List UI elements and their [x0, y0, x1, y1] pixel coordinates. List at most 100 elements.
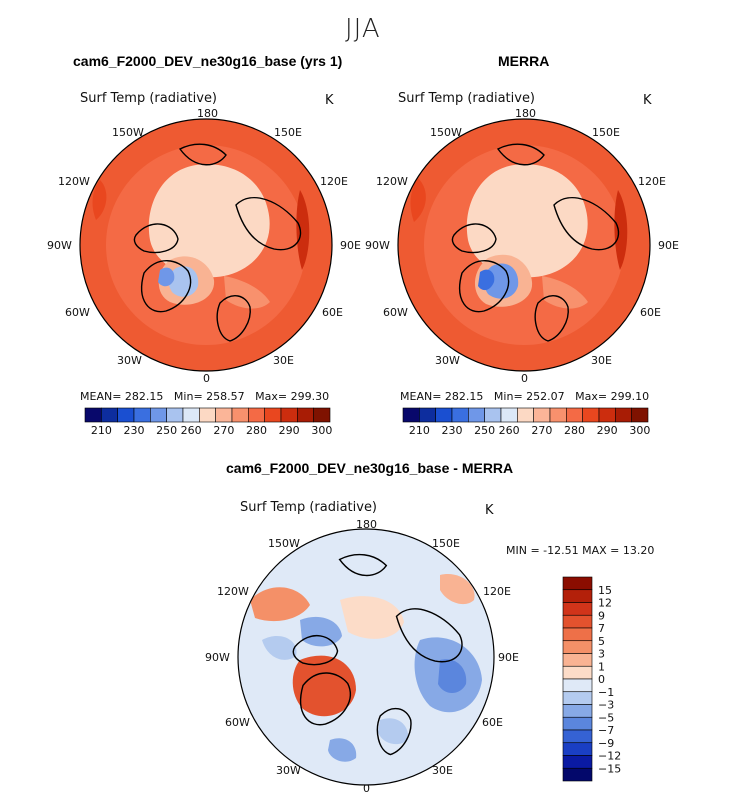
right-colorbar-swatch	[631, 407, 649, 423]
diff-lon-150w: 150W	[268, 537, 300, 550]
right-colorbar-tick-label: 250	[474, 424, 495, 437]
diff-colorbar-tick-label: 5	[598, 635, 605, 648]
diff-map-border	[237, 528, 495, 786]
right-lon-90w: 90W	[365, 239, 390, 252]
left-max-label: Max=	[255, 390, 288, 403]
left-mean-label: MEAN=	[80, 390, 122, 403]
diff-lon-0: 0	[363, 782, 370, 795]
left-stats: MEAN= 282.15 Min= 258.57 Max= 299.30	[80, 390, 329, 403]
diff-colorbar-tick-label: 15	[598, 584, 612, 597]
diff-colorbar-swatch	[562, 576, 593, 591]
left-colorbar-swatch	[166, 407, 184, 423]
left-colorbar-swatch	[297, 407, 314, 423]
right-colorbar-swatch	[517, 407, 534, 423]
left-colorbar-tick-label: 230	[124, 424, 145, 437]
left-map	[79, 118, 333, 372]
left-colorbar-tick-label: 260	[181, 424, 202, 437]
right-lon-30e: 30E	[591, 354, 612, 367]
diff-colorbar-tick-label: 12	[598, 597, 612, 610]
right-colorbar-swatch	[549, 407, 567, 423]
right-colorbar-tick-label: 260	[499, 424, 520, 437]
right-lon-120w: 120W	[376, 175, 408, 188]
left-panel-header: cam6_F2000_DEV_ne30g16_base (yrs 1)	[73, 53, 343, 69]
right-min-value: 252.07	[526, 390, 565, 403]
diff-colorbar-swatch	[562, 729, 593, 744]
right-max-value: 299.10	[610, 390, 650, 403]
right-colorbar-swatch	[566, 407, 583, 423]
diff-colorbar-swatch	[562, 716, 593, 731]
left-map-border	[79, 118, 333, 372]
diff-lon-120w: 120W	[217, 585, 249, 598]
left-map-fill	[92, 145, 310, 345]
left-colorbar-swatch	[248, 407, 265, 423]
right-colorbar-swatch	[582, 407, 600, 423]
diff-colorbar-tick-label: 7	[598, 622, 605, 635]
left-lon-60e: 60E	[322, 306, 343, 319]
season-title: JJA	[345, 14, 381, 44]
right-stats: MEAN= 282.15 Min= 252.07 Max= 299.10	[400, 390, 649, 403]
diff-colorbar-swatch	[562, 589, 593, 603]
left-lon-90w: 90W	[47, 239, 72, 252]
left-colorbar-swatch	[313, 407, 331, 423]
diff-colorbar-tick-label: −5	[598, 711, 614, 724]
diff-colorbar-tick-label: −7	[598, 724, 614, 737]
right-mean-value: 282.15	[444, 390, 484, 403]
right-colorbar-tick-label: 290	[597, 424, 618, 437]
right-colorbar-swatch	[484, 407, 502, 423]
right-lon-0: 0	[521, 372, 528, 385]
left-lon-150w: 150W	[112, 126, 144, 139]
diff-colorbar-swatch	[562, 767, 593, 782]
diff-colorbar-swatch	[562, 614, 593, 629]
right-colorbar-tick-label: 270	[531, 424, 552, 437]
right-colorbar-tick-label: 300	[629, 424, 650, 437]
left-mean-value: 282.15	[124, 390, 164, 403]
left-lon-30e: 30E	[273, 354, 294, 367]
right-units-label: K	[643, 93, 652, 108]
diff-colorbar-swatch	[562, 653, 593, 667]
left-colorbar-swatch	[215, 407, 233, 423]
right-lon-150e: 150E	[592, 126, 620, 139]
diff-colorbar-tick-label: −12	[598, 750, 621, 763]
diff-lon-180: 180	[356, 518, 377, 531]
right-colorbar-tick-label: 280	[564, 424, 585, 437]
right-lon-180: 180	[515, 107, 536, 120]
diff-colorbar-tick-label: 3	[598, 648, 605, 661]
left-colorbar-tick-label: 270	[213, 424, 234, 437]
diff-units-label: K	[485, 503, 494, 518]
diff-colorbar-tick-label: 1	[598, 660, 605, 673]
left-max-value: 299.30	[290, 390, 330, 403]
right-map-fill	[410, 145, 628, 345]
left-min-label: Min=	[173, 390, 203, 403]
left-colorbar-swatch	[84, 407, 102, 423]
right-colorbar-swatch	[468, 407, 485, 423]
diff-colorbar-tick-label: −1	[598, 686, 614, 699]
left-lon-60w: 60W	[65, 306, 90, 319]
right-mean-label: MEAN=	[400, 390, 442, 403]
right-variable-label: Surf Temp (radiative)	[398, 91, 536, 106]
left-colorbar-swatch	[231, 407, 249, 423]
right-colorbar-swatch	[500, 407, 518, 423]
left-lon-0: 0	[203, 372, 210, 385]
right-colorbar-tick-label: 210	[409, 424, 430, 437]
left-variable-label: Surf Temp (radiative)	[80, 91, 218, 106]
diff-minmax: MIN = -12.51 MAX = 13.20	[506, 544, 655, 557]
left-lon-120w: 120W	[58, 175, 90, 188]
diff-map-base	[238, 529, 494, 785]
right-map-border	[397, 118, 651, 372]
left-colorbar-tick-label: 290	[279, 424, 300, 437]
right-max-label: Max=	[575, 390, 608, 403]
left-lon-120e: 120E	[320, 175, 348, 188]
left-lon-90e: 90E	[340, 239, 361, 252]
right-lon-60e: 60E	[640, 306, 661, 319]
right-colorbar-swatch	[615, 407, 632, 423]
right-lon-30w: 30W	[435, 354, 460, 367]
left-colorbar-tick-label: 300	[311, 424, 332, 437]
diff-colorbar-swatch	[562, 755, 593, 769]
diff-lon-90e: 90E	[498, 651, 519, 664]
right-colorbar-swatch	[533, 407, 551, 423]
diff-colorbar-tick-label: 0	[598, 673, 605, 686]
left-lon-150e: 150E	[274, 126, 302, 139]
left-lon-180: 180	[197, 107, 218, 120]
diff-colorbar-tick-label: 9	[598, 609, 605, 622]
